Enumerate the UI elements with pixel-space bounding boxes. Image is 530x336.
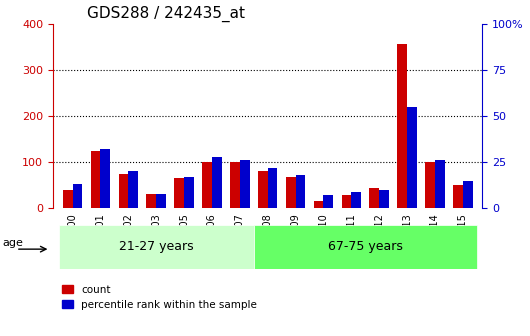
Text: 21-27 years: 21-27 years	[119, 241, 193, 253]
Bar	[240, 160, 250, 208]
Bar	[296, 175, 305, 208]
Bar	[212, 157, 222, 208]
Bar	[100, 149, 110, 208]
Bar	[156, 194, 166, 208]
Bar	[73, 184, 82, 208]
Bar	[351, 192, 361, 208]
Bar	[128, 171, 138, 208]
Bar	[407, 107, 417, 208]
Bar	[119, 174, 128, 208]
FancyBboxPatch shape	[59, 225, 254, 269]
Bar	[230, 162, 240, 208]
Bar	[91, 151, 100, 208]
Legend: count, percentile rank within the sample: count, percentile rank within the sample	[58, 281, 261, 314]
Bar	[453, 185, 463, 208]
Bar	[369, 187, 379, 208]
Text: 67-75 years: 67-75 years	[328, 241, 403, 253]
Bar	[146, 195, 156, 208]
Text: age: age	[3, 238, 23, 248]
Bar	[174, 178, 184, 208]
Bar	[258, 171, 268, 208]
Bar	[435, 160, 445, 208]
Text: GDS288 / 242435_at: GDS288 / 242435_at	[87, 6, 245, 22]
Bar	[314, 201, 323, 208]
Bar	[425, 162, 435, 208]
Bar	[268, 168, 277, 208]
Bar	[463, 181, 473, 208]
Bar	[202, 162, 212, 208]
Bar	[341, 195, 351, 208]
Bar	[323, 195, 333, 208]
Bar	[286, 177, 296, 208]
Bar	[184, 177, 194, 208]
Bar	[398, 44, 407, 208]
Bar	[63, 190, 73, 208]
Bar	[379, 190, 389, 208]
FancyBboxPatch shape	[254, 225, 476, 269]
